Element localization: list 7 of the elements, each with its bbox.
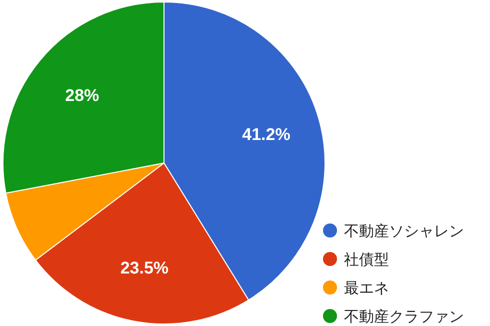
- legend-label: 不動産クラファン: [344, 307, 464, 326]
- legend-label: 最エネ: [344, 278, 389, 297]
- data-label: 41.2%: [242, 124, 290, 144]
- legend-label: 不動産ソシャレン: [344, 222, 464, 240]
- data-label: 28%: [65, 86, 100, 106]
- legend-label: 社債型: [344, 250, 389, 268]
- data-label: 23.5%: [120, 258, 169, 278]
